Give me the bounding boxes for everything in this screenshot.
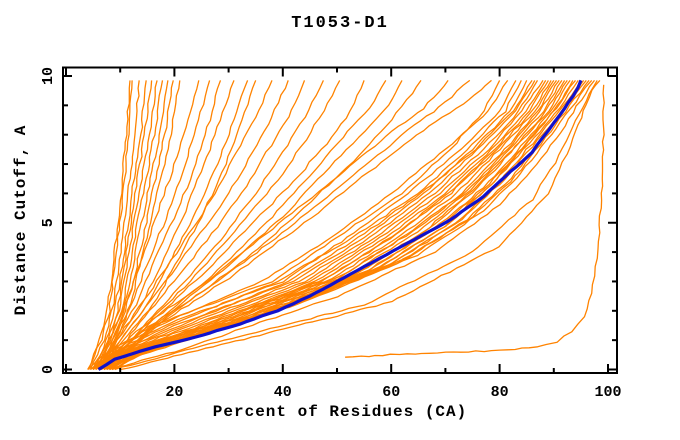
model-40-curve — [98, 80, 552, 371]
model-29-curve — [87, 80, 501, 370]
model-13-curve — [97, 80, 222, 370]
model-24-curve — [108, 80, 403, 371]
model-33-curve — [92, 80, 528, 371]
model-07-curve — [97, 80, 169, 370]
model-57-curve — [114, 80, 598, 371]
model-30-curve — [89, 80, 509, 371]
model-02-curve — [89, 80, 140, 370]
model-37-curve — [95, 80, 544, 371]
y-axis-title: Distance Cutoff, A — [12, 124, 30, 316]
model-58-curve — [120, 79, 601, 371]
best-model-curve — [97, 79, 583, 371]
model-17-curve — [97, 80, 273, 370]
plot-frame — [62, 66, 618, 374]
model-32-curve — [92, 80, 522, 370]
model-22-curve — [103, 80, 365, 370]
tick-label: 5 — [40, 218, 57, 227]
model-35-curve — [95, 80, 536, 370]
tick-label: 40 — [274, 384, 292, 401]
model-14-curve — [97, 80, 235, 370]
model-38-curve — [98, 80, 547, 371]
x-axis-title: Percent of Residues (CA) — [212, 403, 468, 421]
tick-label: 80 — [491, 384, 509, 401]
model-28-curve — [103, 79, 492, 370]
tick-label: 0 — [40, 365, 57, 374]
model-10-curve — [88, 80, 131, 370]
model-26-curve — [98, 80, 449, 370]
model-18-curve — [100, 80, 289, 370]
tick-label: 20 — [165, 384, 183, 401]
model-42-curve — [100, 80, 558, 371]
model-11-curve — [92, 80, 200, 370]
model-16-curve — [103, 80, 257, 370]
model-39-curve — [98, 80, 549, 371]
model-01-curve — [87, 80, 133, 370]
model-08-curve — [97, 80, 174, 370]
tick-label: 60 — [382, 384, 400, 401]
plot-title: T1053-D1 — [291, 14, 389, 33]
model-34-curve — [92, 80, 533, 371]
model-09-curve — [100, 80, 181, 370]
model-56-curve — [109, 79, 596, 371]
model-27-curve — [100, 79, 471, 371]
model-43-curve — [100, 80, 560, 371]
tick-label: 10 — [40, 67, 57, 85]
model-12-curve — [95, 80, 211, 370]
model-03-curve — [92, 80, 147, 370]
model-59-outlier-curve — [345, 84, 605, 358]
tick-label: 100 — [594, 384, 621, 401]
model-05-curve — [95, 80, 158, 370]
model-46-curve — [103, 80, 568, 371]
tick-label: 0 — [61, 384, 70, 401]
model-36-curve — [95, 80, 539, 370]
model-19-curve — [103, 80, 306, 370]
